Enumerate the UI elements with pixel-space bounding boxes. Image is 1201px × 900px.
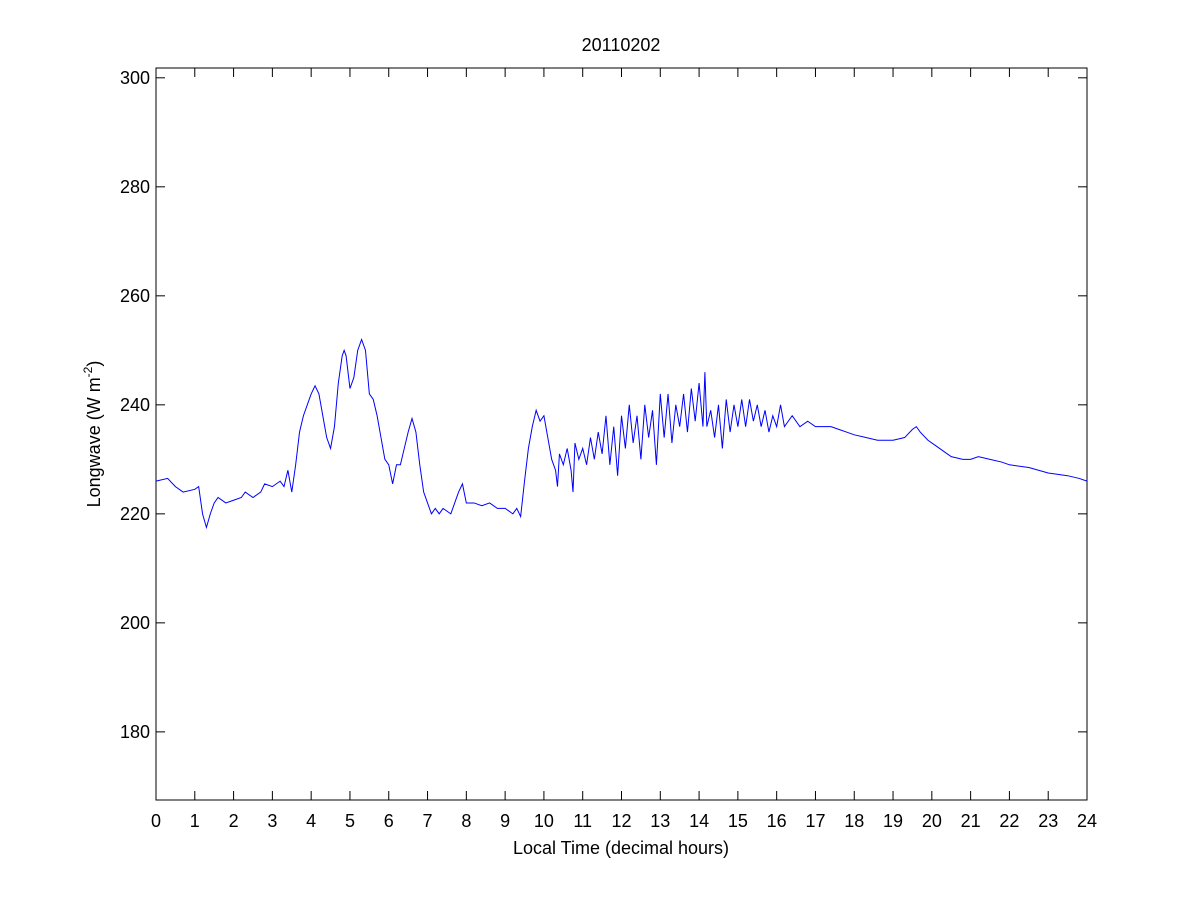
y-tick-label: 180 (120, 722, 150, 742)
x-tick-label: 22 (999, 811, 1019, 831)
y-axis-label: Longwave (W m-2) (81, 361, 104, 508)
x-tick-label: 4 (306, 811, 316, 831)
x-tick-label: 20 (922, 811, 942, 831)
x-tick-label: 8 (461, 811, 471, 831)
plot-frame (155, 67, 1088, 801)
y-label-superscript: -2 (81, 366, 95, 377)
x-tick-label: 9 (500, 811, 510, 831)
x-tick-label: 13 (650, 811, 670, 831)
y-tick-label: 280 (120, 177, 150, 197)
chart-title: 20110202 (582, 35, 661, 55)
x-tick-label: 19 (883, 811, 903, 831)
y-label-main: Longwave (W m (84, 377, 104, 507)
x-tick-label: 11 (573, 811, 592, 831)
x-tick-label: 18 (844, 811, 864, 831)
x-tick-label: 17 (805, 811, 825, 831)
data-line (155, 337, 1088, 530)
x-tick-label: 6 (384, 811, 394, 831)
y-label-suffix: ) (84, 361, 104, 367)
y-tick-label: 200 (120, 613, 150, 633)
x-tick-label: 21 (961, 811, 981, 831)
x-axis-label: Local Time (decimal hours) (513, 838, 729, 858)
x-tick-label: 3 (267, 811, 277, 831)
y-tick-label: 240 (120, 395, 150, 415)
x-tick-label: 16 (767, 811, 787, 831)
x-tick-label: 2 (229, 811, 239, 831)
x-tick-label: 7 (423, 811, 433, 831)
x-tick-label: 24 (1077, 811, 1097, 831)
x-tick-label: 0 (151, 811, 161, 831)
x-tick-label: 5 (345, 811, 355, 831)
x-tick-label: 1 (190, 811, 200, 831)
y-tick-label: 260 (120, 286, 150, 306)
x-tick-label: 23 (1038, 811, 1058, 831)
x-tick-label: 12 (611, 811, 631, 831)
x-tick-label: 10 (534, 811, 554, 831)
x-tick-label: 15 (728, 811, 748, 831)
y-tick-label: 300 (120, 68, 150, 88)
y-tick-label: 220 (120, 504, 150, 524)
x-tick-label: 14 (689, 811, 709, 831)
